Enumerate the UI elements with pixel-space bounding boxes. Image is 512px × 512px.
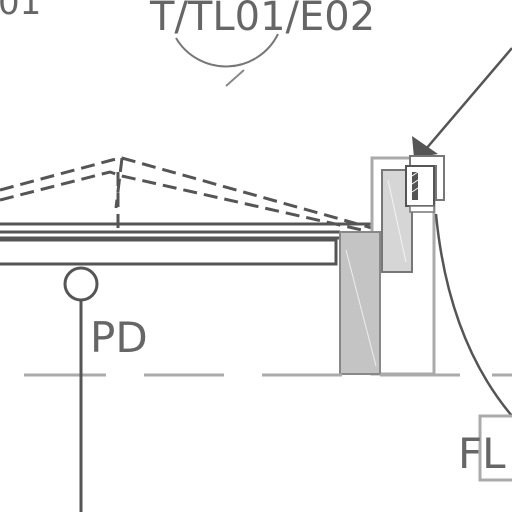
detail-reference-tick: [225, 69, 245, 87]
grid-bubble: [63, 266, 99, 302]
parapet-structure: [339, 155, 445, 376]
leader-line: [419, 47, 512, 157]
roof-deck-beam: [0, 222, 372, 266]
top-left-label-fragment: 01: [0, 0, 41, 23]
dashed-roof-profile: [0, 156, 373, 232]
fl-label-box: [478, 414, 512, 482]
fl-label: FL: [458, 429, 506, 478]
detail-reference-circle: [175, 33, 279, 68]
grid-label-pd: PD: [90, 313, 148, 362]
capping-fixing: [405, 165, 435, 207]
detail-boundary-curve: [434, 213, 512, 417]
detail-reference-text: T/TL01/E02: [149, 0, 375, 40]
leader-arrowhead: [412, 136, 438, 158]
